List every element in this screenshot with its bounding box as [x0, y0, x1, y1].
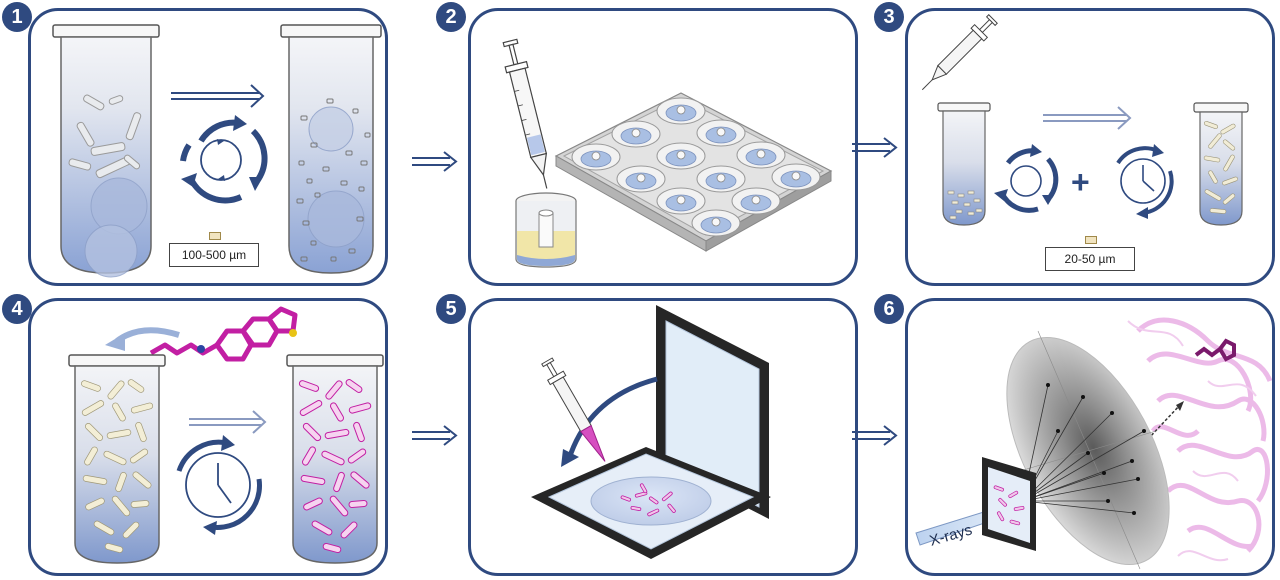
ligand-addition-arrow [115, 327, 180, 344]
clock-icon [176, 435, 262, 535]
arrow-1-to-2 [412, 151, 458, 172]
step-badge-1: 1 [2, 2, 32, 32]
lid-closing-arrow [566, 376, 658, 460]
tube-crystals-before-soak [68, 354, 166, 564]
scale-bar-icon [1085, 236, 1097, 244]
syringe-icon [921, 14, 998, 91]
step-5-illustration [531, 305, 771, 559]
nitrogen-atom [197, 345, 205, 353]
step-3-illustration [921, 14, 1249, 226]
plus-symbol: + [1071, 164, 1090, 200]
arrowhead [1176, 401, 1184, 411]
step-2-panel [468, 8, 858, 286]
step-badge-3: 3 [874, 2, 904, 32]
film-frame-base [531, 447, 771, 559]
clock-icon [1116, 144, 1174, 219]
scale-bar-label: 100-500 µm [169, 232, 259, 267]
step-4-panel [28, 298, 388, 576]
tube-small-crystals [280, 24, 382, 274]
step-badge-4: 4 [2, 294, 32, 324]
sample-frame [982, 457, 1036, 551]
process-arrow [189, 410, 267, 434]
tube-soaked-crystals [286, 354, 384, 564]
step-6-panel: X-rays [905, 298, 1275, 576]
step-5-panel [468, 298, 858, 576]
syringe-icon [541, 357, 606, 462]
step-3-panel: + 20-50 µm [905, 8, 1275, 286]
arrow-4-to-5 [412, 425, 458, 446]
binding-site-pointer [1147, 404, 1181, 440]
arrowhead [561, 449, 579, 467]
rotation-mixing-icon [180, 115, 268, 204]
step-1-panel: 100-500 µm [28, 8, 388, 286]
step-badge-5: 5 [436, 294, 466, 324]
seed-beaker [515, 192, 577, 268]
scale-bar-text: 100-500 µm [181, 248, 247, 262]
scale-bar-label: 20-50 µm [1045, 236, 1135, 271]
tube-grown-crystals [1193, 102, 1249, 226]
process-arrow [1043, 106, 1132, 130]
crystallization-plate [554, 92, 833, 252]
step-badge-6: 6 [874, 294, 904, 324]
scale-bar-icon [209, 232, 221, 240]
rotation-mixing-icon [994, 144, 1059, 213]
syringe-icon [502, 38, 548, 189]
arrow-5-to-6 [852, 425, 898, 446]
diffraction-spots [1046, 383, 1146, 515]
step-1-illustration [52, 24, 382, 278]
step-2-illustration [502, 38, 833, 268]
tube-large-crystals [52, 24, 160, 278]
scale-bar-text: 20-50 µm [1064, 252, 1116, 266]
protein-structure-detail [1127, 320, 1257, 562]
step-badge-2: 2 [436, 2, 466, 32]
arrowhead [105, 333, 125, 351]
tube-seed-crystals [937, 102, 991, 226]
step-4-illustration [68, 306, 384, 564]
process-arrow [171, 84, 265, 108]
ligand-molecule [149, 306, 298, 362]
arrow-2-to-3 [852, 137, 898, 158]
step-6-illustration [915, 317, 1272, 570]
bound-ligand [1194, 338, 1236, 362]
sulfur-atom [289, 329, 297, 337]
